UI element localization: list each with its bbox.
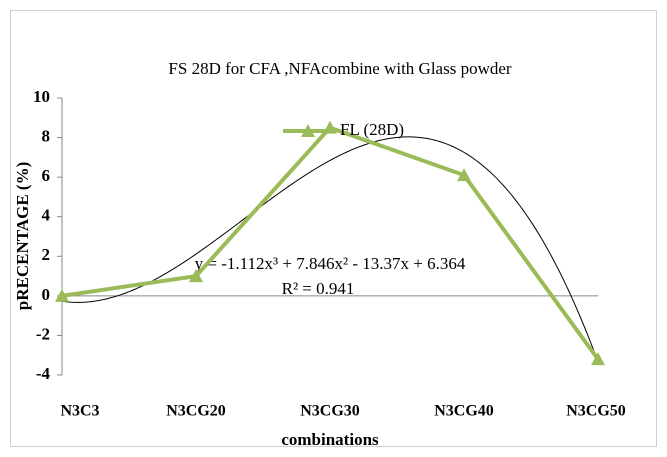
y-tick-label: 4 xyxy=(42,206,51,225)
y-tick-label: 2 xyxy=(42,245,51,264)
y-tick-label: 10 xyxy=(33,87,50,106)
chart-border xyxy=(10,10,657,447)
x-axis-label: combinations xyxy=(281,430,379,449)
marker xyxy=(189,269,203,283)
trendline-equation: y = -1.112x³ + 7.846x² - 13.37x + 6.364 xyxy=(195,254,466,273)
y-axis-label: pRECENTAGE (%) xyxy=(13,162,32,310)
marker xyxy=(591,352,605,366)
x-tick-label: N3CG50 xyxy=(566,403,626,420)
marker xyxy=(457,168,471,182)
y-tick-label: 0 xyxy=(42,285,51,304)
legend-label: FL (28D) xyxy=(340,120,404,139)
y-tick-label: 8 xyxy=(42,126,51,145)
x-tick-label: N3C3 xyxy=(60,403,99,420)
x-tick-label: N3CG20 xyxy=(166,403,226,420)
y-tick-label: 6 xyxy=(42,166,51,185)
y-tick-label: -2 xyxy=(36,324,50,343)
x-tick-label: N3CG40 xyxy=(434,403,494,420)
chart-title: FS 28D for CFA ,NFAcombine with Glass po… xyxy=(168,59,511,78)
y-tick-label: -4 xyxy=(36,364,51,383)
marker xyxy=(55,288,69,302)
trendline-r-squared: R² = 0.941 xyxy=(282,279,355,298)
x-tick-label: N3CG30 xyxy=(300,403,360,420)
legend-marker xyxy=(301,124,315,137)
